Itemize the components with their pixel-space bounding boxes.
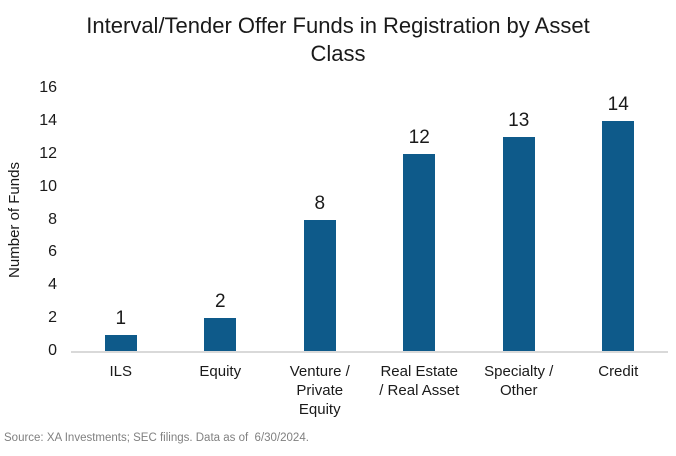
x-category-label: Real Estate / Real Asset	[379, 363, 460, 399]
bar-value-label: 13	[508, 110, 530, 132]
bar	[502, 137, 535, 351]
x-category-label: Specialty / Other	[484, 363, 554, 399]
bar	[104, 334, 137, 351]
bar	[602, 120, 635, 351]
y-tick-label: 2	[48, 309, 57, 327]
x-category-label: Venture / Private Equity	[289, 363, 350, 418]
bar-value-label: 14	[607, 93, 629, 115]
x-category-label: Credit	[598, 363, 639, 380]
bar-value-label: 1	[115, 307, 127, 329]
y-tick-label: 14	[39, 111, 57, 129]
bar	[403, 153, 436, 351]
y-tick-label: 10	[39, 177, 57, 195]
chart-title: Interval/Tender Offer Funds in Registrat…	[0, 12, 676, 68]
bar-value-label: 8	[314, 192, 326, 214]
bar	[204, 318, 237, 351]
y-tick-label: 12	[39, 144, 57, 162]
y-tick-label: 8	[48, 210, 57, 228]
bar-value-label: 2	[214, 291, 226, 313]
x-category-label: ILS	[109, 363, 132, 380]
plot-area	[71, 88, 668, 353]
y-tick-label: 16	[39, 79, 57, 96]
source-note: Source: XA Investments; SEC filings. Dat…	[4, 432, 309, 444]
chart-title-text: Interval/Tender Offer Funds in Registrat…	[86, 13, 590, 66]
y-tick-label: 4	[48, 276, 57, 294]
x-category-label: Equity	[199, 363, 242, 380]
y-tick-label: 6	[48, 243, 57, 261]
bar-value-label: 12	[408, 126, 430, 148]
bar	[303, 219, 336, 351]
y-tick-label: 0	[48, 342, 57, 359]
